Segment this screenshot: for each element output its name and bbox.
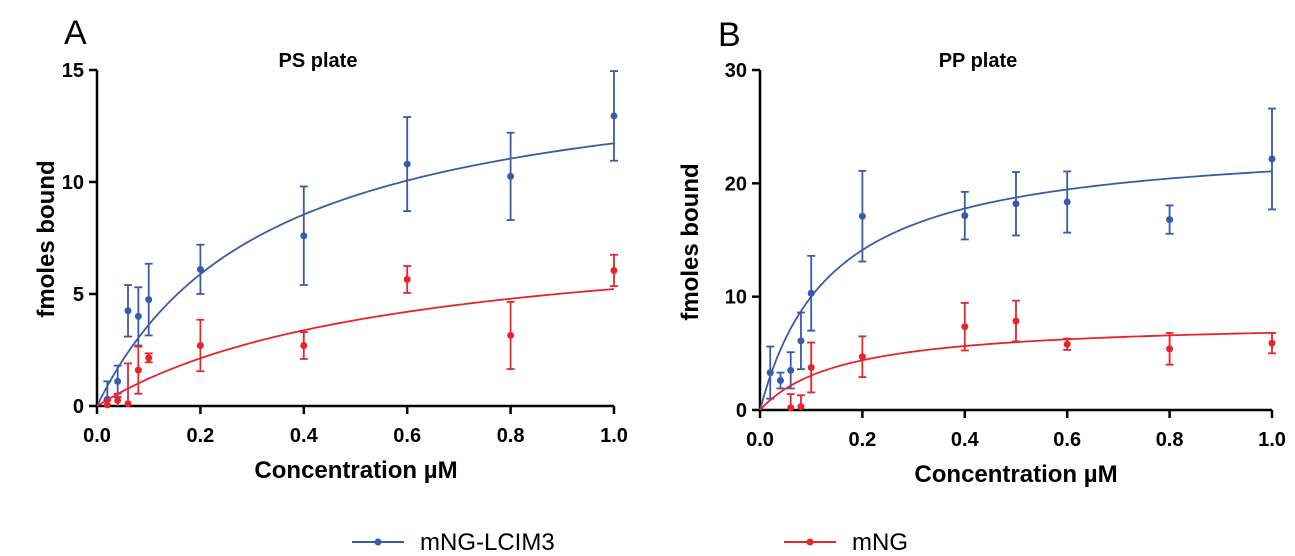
data-point-mng — [1268, 339, 1276, 347]
panel-b-letter: B — [718, 16, 741, 54]
fit-curve-mng-lcim3 — [96, 142, 615, 407]
data-point-mng-lcim3 — [403, 160, 411, 168]
data-point-mng-lcim3 — [766, 369, 774, 377]
panel-a-ylabel: fmoles bound — [33, 160, 60, 317]
data-point-mng — [124, 400, 132, 408]
data-point-mng — [961, 323, 969, 331]
fit-curve-mng — [96, 288, 615, 407]
legend-marker-mng — [806, 538, 814, 546]
x-tick-label: 0.0 — [83, 425, 111, 447]
data-point-mng-lcim3 — [145, 296, 153, 304]
data-point-mng — [787, 404, 795, 412]
legend: mNG-LCIM3 mNG — [352, 529, 908, 556]
legend-item-mng: mNG — [784, 529, 908, 556]
data-point-mng-lcim3 — [114, 377, 122, 385]
data-point-mng-lcim3 — [134, 312, 142, 320]
panel-b-ylabel: fmoles bound — [677, 163, 704, 320]
data-point-mng — [403, 275, 411, 283]
data-point-mng — [114, 396, 122, 404]
data-point-mng-lcim3 — [961, 212, 969, 220]
data-point-mng — [1063, 340, 1071, 348]
y-tick-label: 5 — [73, 284, 84, 306]
panel-b-xlabel: Concentration µM — [914, 461, 1117, 488]
data-point-mng — [507, 331, 515, 339]
y-tick-label: 10 — [62, 172, 84, 194]
data-point-mng — [134, 366, 142, 374]
data-point-mng — [145, 354, 153, 362]
x-tick-label: 1.0 — [600, 425, 628, 447]
data-point-mng — [807, 364, 815, 371]
data-point-mng — [610, 266, 618, 274]
x-tick-label: 0.6 — [1053, 429, 1081, 451]
x-tick-label: 1.0 — [1258, 429, 1286, 451]
x-tick-label: 0.6 — [393, 425, 421, 447]
data-point-mng — [103, 401, 111, 409]
panel-a-xlabel: Concentration µM — [254, 457, 457, 484]
data-point-mng-lcim3 — [787, 366, 795, 374]
x-tick-label: 0.4 — [290, 425, 319, 447]
data-point-mng-lcim3 — [807, 289, 815, 297]
y-tick-label: 0 — [736, 400, 747, 422]
data-point-mng-lcim3 — [300, 232, 308, 240]
x-tick-label: 0.0 — [746, 429, 774, 451]
data-point-mng — [1166, 345, 1174, 353]
data-point-mng-lcim3 — [507, 172, 515, 180]
legend-item-mng-lcim3: mNG-LCIM3 — [352, 529, 555, 556]
data-point-mng-lcim3 — [776, 377, 784, 385]
data-point-mng — [196, 342, 204, 350]
data-point-mng-lcim3 — [1166, 216, 1174, 224]
data-point-mng — [300, 342, 308, 350]
data-point-mng — [797, 403, 805, 411]
panel-a-plot: 0 5 10 15 0.0 0.2 0.4 0.6 0.8 1.0 — [62, 60, 628, 447]
fit-curve-mng — [759, 331, 1273, 411]
y-tick-label: 10 — [725, 287, 747, 309]
legend-label-mng-lcim3: mNG-LCIM3 — [420, 529, 555, 556]
data-point-mng-lcim3 — [858, 212, 866, 220]
x-tick-label: 0.8 — [1156, 429, 1184, 451]
data-point-mng-lcim3 — [1268, 155, 1276, 163]
data-point-mng — [1012, 317, 1020, 325]
data-point-mng-lcim3 — [797, 337, 805, 345]
x-tick-label: 0.8 — [497, 425, 525, 447]
data-point-mng-lcim3 — [196, 265, 204, 273]
panel-a-title: PS plate — [279, 50, 358, 72]
y-tick-label: 0 — [73, 396, 84, 418]
y-tick-label: 20 — [725, 173, 747, 195]
legend-marker-mng-lcim3 — [374, 538, 382, 546]
data-point-mng-lcim3 — [124, 307, 132, 315]
data-point-mng-lcim3 — [1063, 198, 1071, 206]
data-point-mng — [858, 353, 866, 361]
data-point-mng-lcim3 — [610, 112, 618, 120]
panel-b-plot: 0 10 20 30 0.0 0.2 0.4 0.6 0.8 1.0 — [725, 60, 1286, 451]
data-point-mng-lcim3 — [1012, 200, 1020, 208]
panel-a-letter: A — [64, 14, 87, 52]
legend-label-mng: mNG — [852, 529, 908, 556]
y-tick-label: 15 — [62, 60, 84, 82]
y-tick-label: 30 — [725, 60, 747, 82]
x-tick-label: 0.2 — [186, 425, 214, 447]
panel-b-title: PP plate — [939, 50, 1018, 72]
x-tick-label: 0.2 — [848, 429, 876, 451]
x-tick-label: 0.4 — [951, 429, 980, 451]
